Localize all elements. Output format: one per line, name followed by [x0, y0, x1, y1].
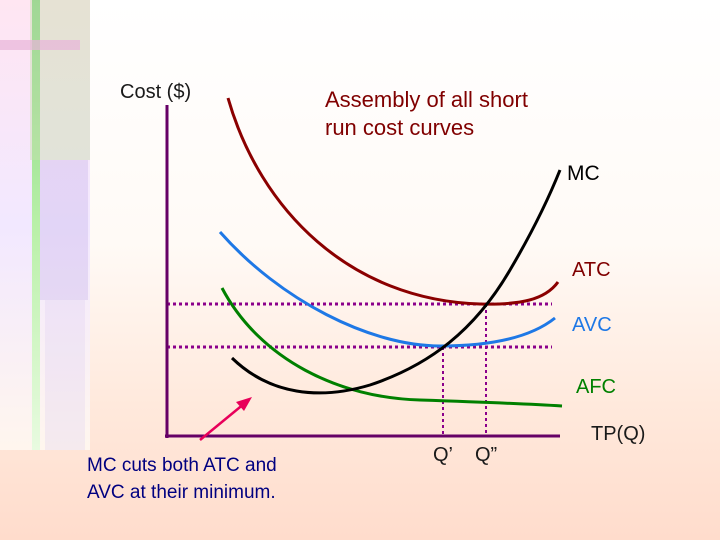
q2-label: Q”: [475, 444, 497, 466]
q1-label: Q’: [433, 444, 453, 466]
afc-curve: [220, 287, 563, 408]
avc-label: AVC: [572, 314, 612, 336]
mc-label: MC: [567, 162, 600, 185]
y-axis-label: Cost ($): [120, 81, 191, 103]
atc-curve: [226, 97, 560, 306]
x-axis-label: TP(Q): [591, 423, 645, 445]
afc-label: AFC: [576, 376, 616, 398]
mc-curve: [230, 169, 562, 395]
note-arrow: [199, 402, 246, 441]
decorative-strip: [0, 0, 90, 450]
mc-note: MC cuts both ATC and AVC at their minimu…: [87, 455, 277, 503]
note-arrowhead: [236, 397, 252, 411]
slide-title: Assembly of all short run cost curves: [325, 87, 528, 140]
avc-curve: [218, 231, 556, 348]
atc-label: ATC: [572, 259, 611, 281]
